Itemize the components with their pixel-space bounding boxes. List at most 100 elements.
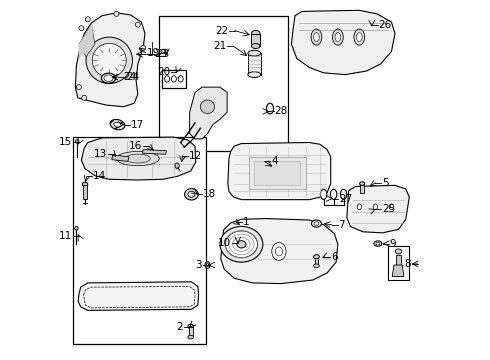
Polygon shape bbox=[190, 87, 227, 139]
Text: 22: 22 bbox=[215, 26, 228, 36]
Text: 15: 15 bbox=[59, 138, 73, 148]
Ellipse shape bbox=[341, 189, 347, 199]
Ellipse shape bbox=[200, 100, 215, 113]
Ellipse shape bbox=[188, 336, 194, 339]
Text: 11: 11 bbox=[59, 231, 73, 242]
Polygon shape bbox=[292, 10, 395, 75]
Ellipse shape bbox=[314, 255, 319, 259]
Ellipse shape bbox=[185, 189, 198, 200]
Ellipse shape bbox=[74, 226, 78, 230]
Text: 24: 24 bbox=[123, 72, 136, 82]
Bar bbox=[159, 16, 288, 152]
Text: 26: 26 bbox=[378, 19, 392, 30]
Ellipse shape bbox=[275, 247, 283, 256]
Ellipse shape bbox=[76, 85, 81, 90]
Ellipse shape bbox=[356, 33, 362, 41]
Ellipse shape bbox=[248, 72, 261, 77]
Ellipse shape bbox=[220, 226, 263, 262]
Ellipse shape bbox=[75, 140, 79, 143]
Ellipse shape bbox=[206, 264, 209, 267]
Text: 6: 6 bbox=[331, 252, 338, 262]
Text: 5: 5 bbox=[382, 178, 389, 188]
Ellipse shape bbox=[114, 12, 119, 17]
Ellipse shape bbox=[178, 76, 183, 82]
Polygon shape bbox=[78, 282, 198, 310]
Text: 2: 2 bbox=[176, 322, 183, 332]
Polygon shape bbox=[112, 155, 129, 161]
Ellipse shape bbox=[117, 152, 159, 166]
Polygon shape bbox=[79, 24, 95, 57]
Polygon shape bbox=[143, 150, 167, 154]
Text: 3: 3 bbox=[196, 260, 202, 270]
Ellipse shape bbox=[110, 120, 125, 130]
Bar bbox=[396, 255, 401, 265]
Polygon shape bbox=[392, 265, 404, 276]
Ellipse shape bbox=[85, 17, 90, 22]
Text: 10: 10 bbox=[219, 238, 231, 248]
Polygon shape bbox=[228, 143, 331, 200]
Ellipse shape bbox=[82, 95, 87, 100]
Text: 7: 7 bbox=[338, 220, 345, 230]
Ellipse shape bbox=[188, 191, 195, 197]
Bar bbox=[388, 246, 409, 280]
Text: 1: 1 bbox=[243, 217, 249, 227]
Ellipse shape bbox=[335, 33, 341, 41]
Ellipse shape bbox=[114, 122, 121, 127]
Polygon shape bbox=[220, 219, 338, 284]
Text: 4: 4 bbox=[271, 157, 278, 166]
Text: 12: 12 bbox=[189, 151, 202, 161]
Ellipse shape bbox=[141, 45, 146, 50]
Polygon shape bbox=[347, 185, 409, 233]
Text: 13: 13 bbox=[94, 149, 107, 159]
Ellipse shape bbox=[314, 33, 319, 41]
Ellipse shape bbox=[357, 204, 362, 210]
Ellipse shape bbox=[373, 204, 377, 210]
Bar bbox=[360, 185, 364, 193]
Text: 14: 14 bbox=[93, 171, 106, 181]
Ellipse shape bbox=[188, 324, 194, 329]
Ellipse shape bbox=[354, 29, 365, 45]
Text: 27: 27 bbox=[339, 194, 352, 203]
Ellipse shape bbox=[314, 264, 319, 267]
Bar bbox=[248, 157, 306, 189]
Ellipse shape bbox=[330, 189, 337, 199]
Ellipse shape bbox=[312, 220, 321, 227]
Ellipse shape bbox=[374, 241, 382, 246]
Bar bbox=[248, 53, 261, 75]
Text: 17: 17 bbox=[131, 120, 144, 130]
Bar bbox=[315, 258, 318, 266]
Ellipse shape bbox=[205, 262, 210, 268]
Text: 19: 19 bbox=[147, 48, 160, 58]
Polygon shape bbox=[81, 137, 196, 180]
Bar bbox=[73, 137, 206, 344]
Ellipse shape bbox=[125, 154, 150, 163]
Ellipse shape bbox=[390, 204, 393, 210]
Ellipse shape bbox=[360, 182, 365, 185]
Ellipse shape bbox=[104, 75, 113, 81]
Text: 25: 25 bbox=[382, 204, 395, 214]
Ellipse shape bbox=[248, 50, 261, 56]
Text: 28: 28 bbox=[275, 107, 288, 116]
Text: 16: 16 bbox=[129, 141, 142, 151]
Text: 21: 21 bbox=[214, 41, 227, 51]
Ellipse shape bbox=[251, 30, 260, 37]
Text: 18: 18 bbox=[203, 189, 217, 199]
Ellipse shape bbox=[311, 29, 322, 45]
Polygon shape bbox=[75, 13, 145, 107]
Ellipse shape bbox=[376, 242, 380, 245]
Ellipse shape bbox=[165, 76, 170, 82]
Text: 9: 9 bbox=[390, 239, 396, 249]
Ellipse shape bbox=[79, 26, 84, 31]
Text: 20: 20 bbox=[157, 67, 170, 77]
Text: 23: 23 bbox=[154, 49, 168, 59]
Ellipse shape bbox=[92, 43, 126, 77]
Ellipse shape bbox=[225, 231, 258, 258]
Ellipse shape bbox=[272, 243, 286, 260]
Ellipse shape bbox=[395, 249, 402, 254]
Bar bbox=[254, 161, 300, 185]
Ellipse shape bbox=[82, 182, 88, 186]
Bar bbox=[251, 33, 260, 46]
Bar bbox=[162, 70, 186, 88]
Bar bbox=[189, 327, 193, 337]
Ellipse shape bbox=[175, 163, 179, 168]
